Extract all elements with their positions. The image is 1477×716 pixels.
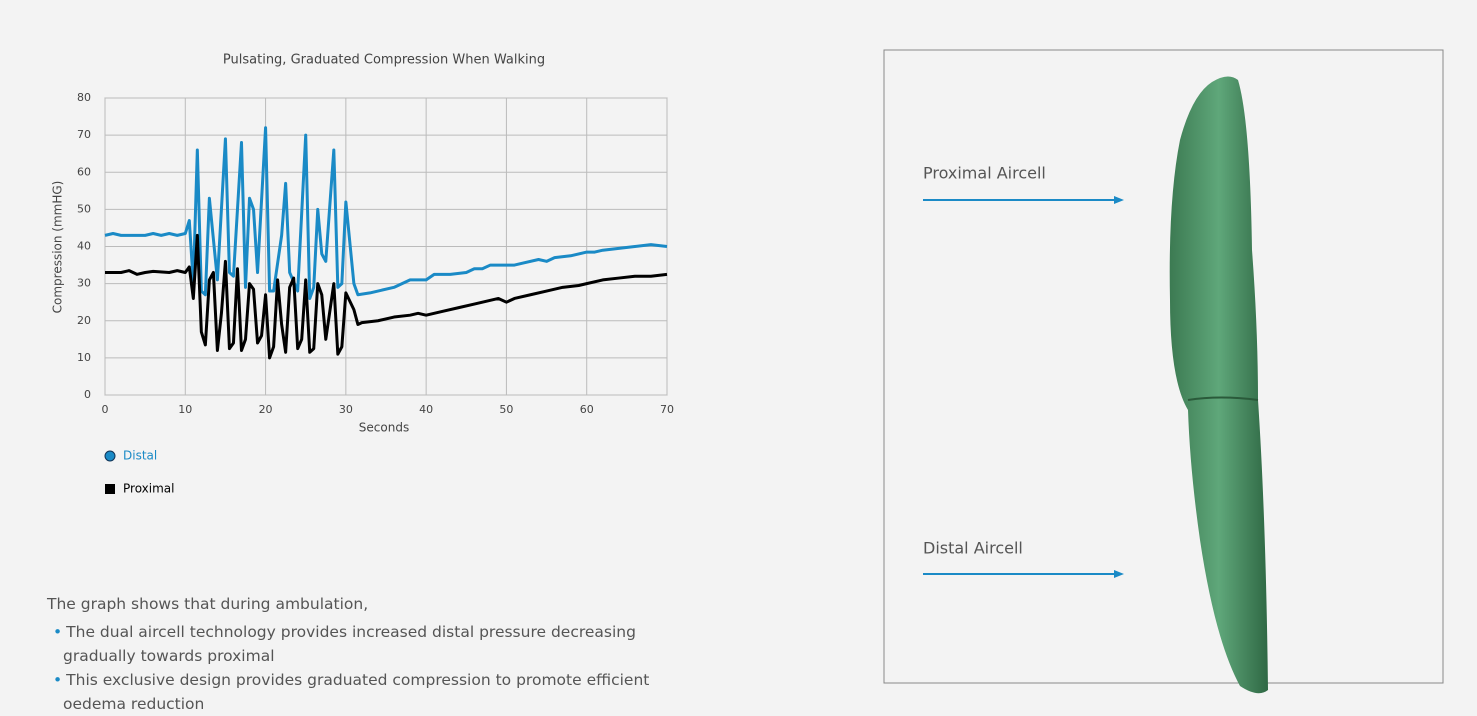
y-axis-label: Compression (mmHG) bbox=[51, 181, 65, 314]
y-tick-label: 10 bbox=[77, 351, 91, 364]
arrow-head bbox=[1114, 570, 1124, 578]
chart-title: Pulsating, Graduated Compression When Wa… bbox=[223, 53, 545, 68]
y-tick-label: 40 bbox=[77, 240, 91, 253]
figure-label: Distal Aircell bbox=[923, 539, 1023, 558]
y-tick-label: 20 bbox=[77, 314, 91, 327]
aircell-seam bbox=[1187, 396, 1259, 401]
x-tick-label: 20 bbox=[259, 403, 273, 416]
intro: The graph shows that during ambulation, bbox=[47, 595, 369, 613]
arrow-head bbox=[1114, 196, 1124, 204]
y-tick-label: 60 bbox=[77, 165, 91, 178]
figure-frame bbox=[883, 49, 1444, 684]
x-tick-label: 70 bbox=[660, 403, 674, 416]
legend-marker bbox=[104, 450, 116, 462]
bullet: This exclusive design provides graduated… bbox=[47, 668, 665, 716]
x-tick-label: 50 bbox=[499, 403, 513, 416]
line bbox=[105, 233, 668, 360]
description: The graph shows that during ambulation, … bbox=[47, 592, 665, 716]
y-tick-label: 80 bbox=[77, 91, 91, 104]
x-tick-label: 40 bbox=[419, 403, 433, 416]
aircell-image bbox=[1169, 76, 1268, 694]
y-tick-label: 0 bbox=[84, 388, 91, 401]
x-tick-label: 0 bbox=[102, 403, 109, 416]
bullet-list: The dual aircell technology provides inc… bbox=[47, 620, 665, 716]
legend-label: Proximal bbox=[123, 482, 174, 496]
x-tick-label: 30 bbox=[339, 403, 353, 416]
x-tick-label: 60 bbox=[580, 403, 594, 416]
y-tick-label: 70 bbox=[77, 128, 91, 141]
figure-label: Proximal Aircell bbox=[923, 164, 1046, 183]
x-tick-label: 10 bbox=[178, 403, 192, 416]
y-tick-label: 50 bbox=[77, 202, 91, 215]
y-tick-label: 30 bbox=[77, 277, 91, 290]
line bbox=[104, 126, 668, 300]
x-axis-label: Seconds bbox=[359, 421, 409, 435]
legend-label: Distal bbox=[123, 449, 157, 463]
legend-marker bbox=[105, 484, 115, 494]
bullet: The dual aircell technology provides inc… bbox=[47, 620, 665, 668]
